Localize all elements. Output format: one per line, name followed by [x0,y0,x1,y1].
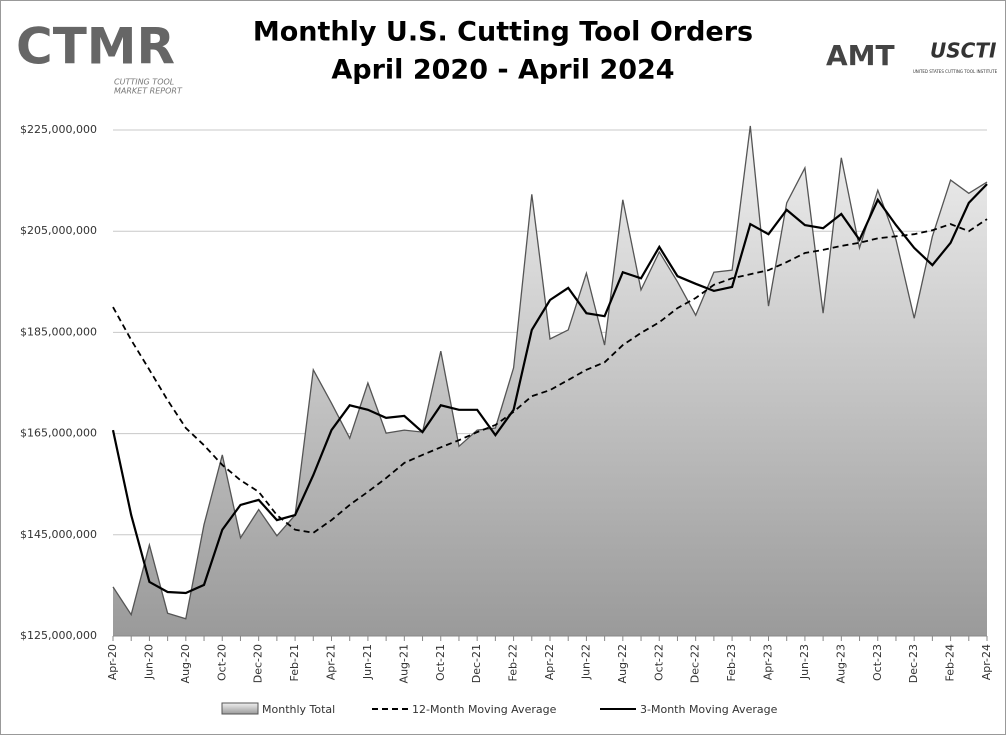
chart-subtitle: April 2020 - April 2024 [331,55,674,86]
ctmr-sub: MARKET REPORT [114,87,183,96]
y-tick-label: $225,000,000 [20,123,97,136]
ctmr-logo: CTMR [16,18,175,76]
y-tick-label: $205,000,000 [20,224,97,237]
uscti-sub: UNITED STATES CUTTING TOOL INSTITUTE [913,69,998,74]
x-tick-label: Feb-22 [507,644,520,681]
ctmr-sub: CUTTING TOOL [114,78,174,87]
y-tick-label: $145,000,000 [20,528,97,541]
x-tick-label: Aug-22 [616,644,629,683]
x-tick-label: Apr-24 [980,644,993,680]
y-tick-label: $185,000,000 [20,325,97,338]
x-tick-label: Apr-23 [762,644,775,680]
amt-logo: AMT [826,39,895,72]
x-tick-label: Jun-23 [798,644,811,680]
legend-label: 3-Month Moving Average [640,703,778,716]
x-tick-label: Dec-22 [689,644,702,683]
area-outline [112,125,988,620]
x-tick-label: Jun-20 [142,644,155,680]
x-tick-label: Aug-21 [397,644,410,683]
x-tick-label: Aug-20 [179,644,192,683]
x-tick-label: Oct-22 [652,644,665,681]
legend-label: 12-Month Moving Average [412,703,557,716]
x-tick-label: Oct-23 [871,644,884,681]
x-tick-label: Feb-24 [944,644,957,681]
x-tick-label: Jun-22 [579,644,592,680]
y-tick-label: $125,000,000 [20,629,97,642]
legend-label: Monthly Total [262,703,335,716]
x-tick-label: Oct-20 [215,644,228,681]
x-tick-label: Dec-21 [470,644,483,683]
x-tick-label: Apr-22 [543,644,556,680]
chart-title: Monthly U.S. Cutting Tool Orders [253,17,753,48]
x-tick-label: Dec-23 [907,644,920,683]
x-tick-label: Dec-20 [252,644,265,683]
legend-swatch [221,702,259,715]
uscti-logo: USCTI [930,39,997,63]
x-tick-label: Apr-21 [325,644,338,680]
x-tick-label: Feb-21 [288,644,301,681]
x-tick-label: Aug-23 [834,644,847,683]
x-tick-label: Apr-20 [106,644,119,680]
x-tick-label: Jun-21 [361,644,374,680]
area [113,126,987,636]
y-tick-label: $165,000,000 [20,427,97,440]
x-tick-label: Feb-23 [725,644,738,681]
x-tick-label: Oct-21 [434,644,447,681]
line [111,183,988,595]
